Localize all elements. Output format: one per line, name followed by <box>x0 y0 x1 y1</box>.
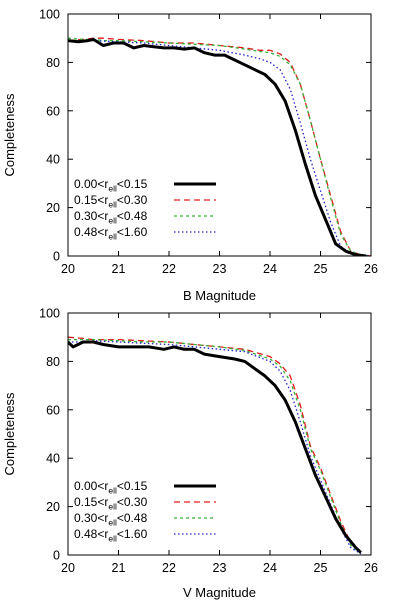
series-line-1 <box>68 340 362 554</box>
x-tick-label: 20 <box>61 561 75 575</box>
x-tick-label: 22 <box>162 561 176 575</box>
series-line-2 <box>68 336 362 554</box>
legend-label-2: 0.15<rell<0.30 <box>74 495 148 512</box>
x-tick-label: 26 <box>364 262 378 276</box>
y-tick-label: 0 <box>53 250 60 264</box>
legend-label-4: 0.48<rell<1.60 <box>74 225 148 242</box>
x-tick-label: 21 <box>112 262 126 276</box>
x-tick-label: 26 <box>364 561 378 575</box>
series-line-3 <box>68 37 371 256</box>
x-tick-label: 25 <box>314 262 328 276</box>
plot-frame <box>67 312 372 556</box>
series-line-1 <box>68 37 367 256</box>
x-tick-label: 24 <box>263 262 277 276</box>
x-tick-label: 24 <box>263 561 277 575</box>
legend-label-1: 0.00<rell<0.15 <box>74 479 148 496</box>
series-line-2 <box>68 37 371 256</box>
y-tick-label: 80 <box>46 355 60 369</box>
y-tick-label: 60 <box>46 403 60 417</box>
x-tick-label: 22 <box>162 262 176 276</box>
x-tick-label: 20 <box>61 262 75 276</box>
x-tick-label: 21 <box>112 561 126 575</box>
y-tick-label: 0 <box>53 549 60 563</box>
y-tick-label: 40 <box>46 452 60 466</box>
y-axis-title: Completeness <box>2 392 17 476</box>
y-tick-label: 60 <box>46 104 60 118</box>
x-tick-label: 25 <box>314 561 328 575</box>
legend-label-4: 0.48<rell<1.60 <box>74 527 148 544</box>
legend-label-3: 0.30<rell<0.48 <box>74 511 148 528</box>
plot-frame <box>67 13 372 257</box>
y-tick-label: 100 <box>39 8 60 22</box>
y-tick-label: 40 <box>46 153 60 167</box>
series-line-3 <box>68 338 362 555</box>
y-axis-title: Completeness <box>2 93 17 177</box>
y-tick-label: 100 <box>39 307 60 321</box>
x-axis-title: V Magnitude <box>183 585 256 600</box>
y-tick-label: 80 <box>46 56 60 70</box>
y-tick-label: 20 <box>46 201 60 215</box>
x-tick-label: 23 <box>213 561 227 575</box>
x-axis-title: B Magnitude <box>183 288 256 303</box>
y-tick-label: 20 <box>46 500 60 514</box>
legend-label-2: 0.15<rell<0.30 <box>74 193 148 210</box>
x-tick-label: 23 <box>213 262 227 276</box>
legend-label-3: 0.30<rell<0.48 <box>74 209 148 226</box>
legend-label-1: 0.00<rell<0.15 <box>74 177 148 194</box>
